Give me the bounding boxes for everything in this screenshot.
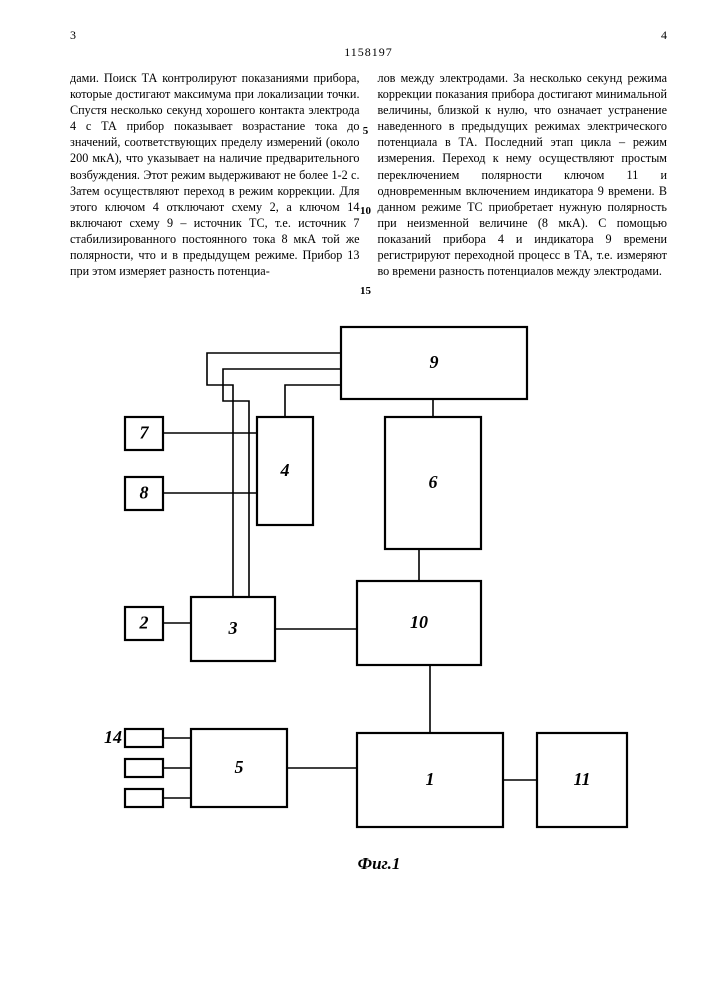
column-left: дами. Поиск ТА контролируют показа­ниями… [70,70,360,279]
svg-text:Фиг.1: Фиг.1 [357,854,400,873]
svg-text:1: 1 [425,769,434,789]
svg-text:6: 6 [428,472,437,492]
svg-text:8: 8 [139,483,148,503]
page: 3 4 1158197 дами. Поиск ТА контролируют … [0,0,707,1000]
svg-text:11: 11 [573,769,590,789]
svg-text:5: 5 [234,757,243,777]
line-marker-10: 10 [360,204,372,219]
svg-text:9: 9 [429,352,438,372]
svg-text:4: 4 [279,460,289,480]
column-right-text: лов между электродами. За несколько секу… [378,70,668,279]
column-right: лов между электродами. За несколько секу… [378,70,668,279]
svg-text:7: 7 [139,423,149,443]
svg-text:2: 2 [138,613,148,633]
figure-1: 111514231078469Фиг.1 [70,309,667,889]
svg-text:14: 14 [104,727,122,747]
line-marker-15: 15 [360,284,372,299]
svg-text:3: 3 [227,618,237,638]
block-diagram-svg: 111514231078469Фиг.1 [89,309,649,889]
page-num-left: 3 [70,28,76,43]
line-marker-5: 5 [360,124,372,139]
text-columns: дами. Поиск ТА контролируют показа­ниями… [70,70,667,279]
doc-number: 1158197 [70,45,667,60]
column-left-text: дами. Поиск ТА контролируют показа­ниями… [70,70,360,279]
page-num-right: 4 [661,28,667,43]
header-row: 3 4 [70,28,667,43]
svg-text:10: 10 [410,612,428,632]
